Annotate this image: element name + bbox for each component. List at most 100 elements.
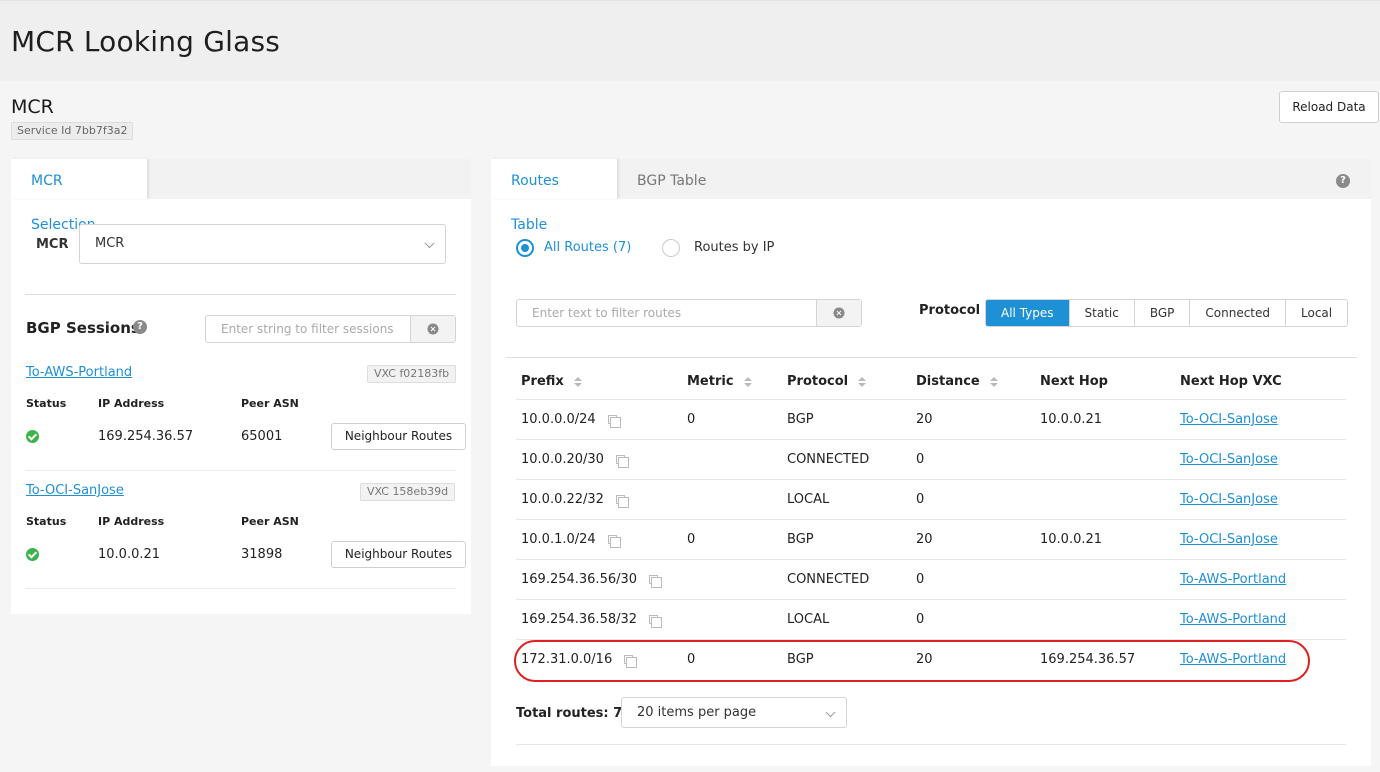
protocol-cell: CONNECTED	[787, 572, 870, 587]
next-hop-vxc-link[interactable]: To-AWS-Portland	[1180, 652, 1287, 667]
protocol-cell: BGP	[787, 412, 814, 427]
protocol-cell: LOCAL	[787, 492, 830, 507]
divider	[25, 294, 456, 295]
col-status: Status	[26, 397, 67, 410]
metric-cell: 0	[687, 532, 696, 547]
next-hop-vxc-link[interactable]: To-OCI-SanJose	[1180, 412, 1278, 427]
protocol-connected-button[interactable]: Connected	[1189, 300, 1286, 326]
col-header-prefix[interactable]: Prefix	[521, 374, 582, 389]
prefix-value: 169.254.36.58/32	[521, 612, 638, 627]
sessions-filter-placeholder: Enter string to filter sessions	[221, 322, 394, 336]
col-header-protocol-label: Protocol	[787, 374, 849, 389]
copy-icon[interactable]	[624, 655, 638, 668]
col-ip-address: IP Address	[98, 397, 165, 410]
col-header-next-hop-vxc: Next Hop VXC	[1180, 374, 1282, 389]
sort-icon[interactable]	[743, 376, 752, 387]
copy-icon[interactable]	[649, 615, 663, 628]
session-link-oci-sanjose[interactable]: To-OCI-SanJose	[26, 483, 124, 498]
col-ip-address: IP Address	[98, 515, 165, 528]
radio-routes-by-ip[interactable]	[662, 239, 680, 257]
divider	[506, 357, 1357, 358]
clear-icon: ×	[427, 323, 439, 335]
help-icon[interactable]: ?	[133, 320, 147, 334]
next-hop-cell: 10.0.0.21	[1040, 412, 1103, 427]
divider	[25, 588, 456, 589]
copy-icon[interactable]	[615, 455, 629, 468]
col-header-prefix-label: Prefix	[521, 374, 564, 389]
sessions-filter-input[interactable]: Enter string to filter sessions ×	[205, 315, 456, 343]
col-header-metric[interactable]: Metric	[687, 374, 752, 389]
distance-cell: 0	[916, 492, 925, 507]
copy-icon[interactable]	[607, 535, 621, 548]
chevron-down-icon	[424, 238, 435, 249]
metric-cell: 0	[687, 652, 696, 667]
col-header-distance[interactable]: Distance	[916, 374, 998, 389]
total-routes: Total routes: 7	[516, 706, 623, 721]
protocol-filter: All Types Static BGP Connected Local	[985, 299, 1349, 327]
page-title: MCR Looking Glass	[11, 25, 281, 58]
sort-icon[interactable]	[858, 376, 867, 387]
divider	[516, 744, 1346, 745]
divider	[516, 519, 1346, 520]
prefix-cell: 169.254.36.56/30	[521, 572, 663, 588]
prefix-value: 10.0.0.22/32	[521, 492, 604, 507]
routes-filter-clear-button[interactable]: ×	[816, 300, 861, 326]
session-link-aws-portland[interactable]: To-AWS-Portland	[26, 365, 133, 380]
protocol-all-types-button[interactable]: All Types	[986, 300, 1069, 326]
copy-icon[interactable]	[615, 495, 629, 508]
distance-cell: 20	[916, 532, 933, 547]
service-id-badge: Service Id 7bb7f3a2	[11, 122, 134, 140]
protocol-bgp-button[interactable]: BGP	[1133, 300, 1190, 326]
mcr-select-value: MCR	[95, 236, 125, 251]
sessions-filter-clear-button[interactable]: ×	[410, 316, 455, 342]
prefix-cell: 10.0.0.20/30	[521, 452, 629, 468]
status-up-icon	[26, 430, 39, 443]
routes-filter-placeholder: Enter text to filter routes	[532, 306, 682, 320]
distance-cell: 20	[916, 412, 933, 427]
divider	[516, 639, 1346, 640]
session-asn: 31898	[241, 547, 283, 562]
mcr-select-label: MCR	[36, 237, 69, 252]
status-up-icon	[26, 548, 39, 561]
sort-icon[interactable]	[573, 376, 582, 387]
vxc-badge: VXC f02183fb	[367, 365, 457, 383]
page-size-select[interactable]: 20 items per page	[621, 697, 847, 728]
clear-icon: ×	[833, 307, 845, 319]
distance-cell: 20	[916, 652, 933, 667]
col-header-metric-label: Metric	[687, 374, 734, 389]
neighbour-routes-button[interactable]: Neighbour Routes	[331, 541, 466, 568]
radio-routes-by-ip-label[interactable]: Routes by IP	[694, 240, 775, 255]
prefix-cell: 10.0.0.0/24	[521, 412, 621, 428]
tab-bgp-table[interactable]: BGP Table	[637, 173, 707, 189]
prefix-value: 169.254.36.56/30	[521, 572, 638, 587]
chevron-down-icon	[825, 706, 836, 717]
vxc-badge: VXC 158eb39d	[360, 483, 456, 501]
next-hop-vxc-link[interactable]: To-OCI-SanJose	[1180, 492, 1278, 507]
routes-filter-input[interactable]: Enter text to filter routes ×	[516, 299, 862, 327]
next-hop-vxc-link[interactable]: To-OCI-SanJose	[1180, 532, 1278, 547]
reload-data-button[interactable]: Reload Data	[1279, 91, 1379, 123]
col-peer-asn: Peer ASN	[241, 397, 299, 410]
copy-icon[interactable]	[607, 415, 621, 428]
tab-mcr-selection[interactable]: MCR Selection	[11, 159, 147, 233]
radio-all-routes-label[interactable]: All Routes (7)	[544, 240, 632, 255]
sort-icon[interactable]	[989, 376, 998, 387]
tab-routes-table[interactable]: Routes Table	[491, 159, 617, 233]
copy-icon[interactable]	[649, 575, 663, 588]
help-icon[interactable]: ?	[1336, 174, 1350, 188]
neighbour-routes-button[interactable]: Neighbour Routes	[331, 423, 466, 450]
prefix-value: 172.31.0.0/16	[521, 652, 613, 667]
next-hop-vxc-link[interactable]: To-AWS-Portland	[1180, 572, 1287, 587]
session-ip: 169.254.36.57	[98, 429, 194, 444]
session-ip: 10.0.0.21	[98, 547, 161, 562]
radio-all-routes[interactable]	[516, 239, 534, 257]
next-hop-vxc-link[interactable]: To-OCI-SanJose	[1180, 452, 1278, 467]
mcr-select[interactable]: MCR	[79, 224, 446, 264]
protocol-local-button[interactable]: Local	[1285, 300, 1348, 326]
col-header-protocol[interactable]: Protocol	[787, 374, 867, 389]
page-size-value: 20 items per page	[637, 705, 757, 720]
divider	[516, 559, 1346, 560]
next-hop-vxc-link[interactable]: To-AWS-Portland	[1180, 612, 1287, 627]
protocol-static-button[interactable]: Static	[1068, 300, 1134, 326]
prefix-cell: 10.0.1.0/24	[521, 532, 621, 548]
